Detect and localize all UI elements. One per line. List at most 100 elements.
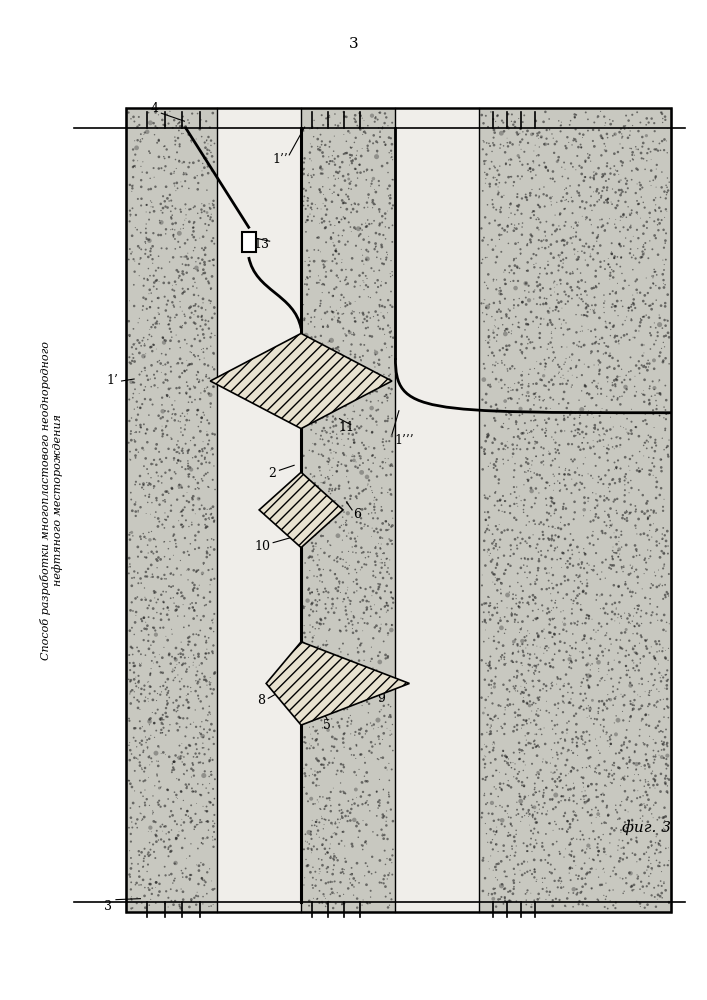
Point	[317, 423, 328, 439]
Point	[594, 808, 605, 824]
Point	[585, 514, 596, 530]
Point	[623, 300, 634, 316]
Point	[136, 760, 147, 776]
Point	[341, 528, 352, 544]
Point	[581, 742, 592, 758]
Point	[352, 798, 363, 814]
Point	[636, 713, 647, 729]
Point	[363, 319, 374, 335]
Point	[619, 814, 631, 830]
Point	[639, 757, 650, 773]
Point	[512, 127, 523, 143]
Point	[349, 327, 360, 343]
Point	[509, 206, 520, 222]
Point	[301, 362, 312, 378]
Point	[193, 858, 204, 874]
Point	[656, 531, 667, 547]
Point	[151, 281, 163, 297]
Point	[357, 623, 368, 639]
Point	[146, 470, 157, 486]
Point	[538, 232, 549, 248]
Point	[614, 870, 626, 886]
Point	[310, 527, 321, 543]
Point	[326, 393, 337, 409]
Point	[364, 496, 375, 512]
Point	[496, 380, 508, 396]
Point	[631, 833, 642, 849]
Point	[658, 591, 669, 607]
Point	[387, 197, 399, 213]
Point	[361, 717, 373, 733]
Point	[542, 341, 553, 357]
Point	[320, 378, 332, 394]
Point	[158, 188, 169, 204]
Point	[148, 268, 159, 284]
Point	[552, 286, 563, 302]
Point	[602, 191, 614, 207]
Point	[585, 153, 596, 169]
Point	[556, 361, 567, 377]
Point	[484, 726, 496, 742]
Point	[547, 782, 558, 798]
Point	[481, 146, 492, 162]
Point	[616, 527, 627, 543]
Point	[660, 587, 671, 603]
Point	[192, 475, 204, 491]
Point	[557, 545, 568, 561]
Point	[562, 129, 573, 145]
Point	[127, 570, 138, 586]
Point	[479, 756, 491, 772]
Point	[382, 181, 393, 197]
Point	[171, 175, 182, 191]
Point	[315, 411, 327, 427]
Point	[128, 152, 139, 168]
Point	[660, 190, 672, 206]
Point	[361, 411, 373, 427]
Point	[660, 623, 672, 639]
Point	[561, 276, 573, 292]
Point	[168, 227, 179, 243]
Point	[124, 559, 136, 575]
Point	[167, 216, 178, 232]
Point	[327, 235, 339, 251]
Point	[168, 672, 179, 688]
Point	[628, 655, 639, 671]
Point	[343, 662, 354, 678]
Point	[598, 439, 609, 455]
Point	[170, 118, 182, 134]
Point	[146, 285, 157, 301]
Point	[499, 377, 510, 393]
Point	[526, 499, 537, 515]
Point	[180, 807, 192, 823]
Point	[182, 679, 194, 695]
Point	[317, 895, 328, 911]
Point	[503, 584, 515, 600]
Point	[593, 276, 604, 292]
Point	[169, 870, 180, 886]
Point	[341, 109, 352, 125]
Point	[378, 545, 390, 561]
Point	[493, 516, 505, 532]
Point	[631, 419, 642, 435]
Point	[480, 523, 491, 539]
Point	[316, 894, 327, 910]
Point	[556, 423, 567, 439]
Point	[660, 112, 671, 128]
Point	[516, 655, 527, 671]
Point	[513, 702, 525, 718]
Point	[504, 498, 515, 514]
Point	[168, 754, 179, 770]
Point	[377, 460, 388, 476]
Point	[322, 453, 333, 469]
Point	[564, 467, 575, 483]
Point	[186, 345, 197, 361]
Point	[321, 154, 332, 170]
Point	[605, 561, 617, 577]
Point	[580, 546, 591, 562]
Point	[134, 657, 146, 673]
Point	[634, 181, 645, 197]
Point	[655, 189, 666, 205]
Point	[339, 354, 350, 370]
Point	[571, 716, 582, 732]
Text: 5: 5	[323, 719, 331, 732]
